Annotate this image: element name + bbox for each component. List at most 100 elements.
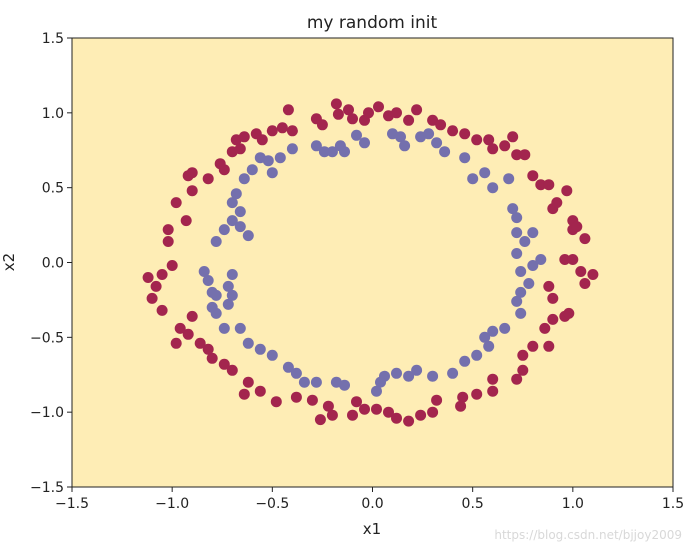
scatter-point-series-0-90 (347, 409, 358, 421)
scatter-point-series-1-55 (515, 286, 527, 298)
scatter-point-series-0-62 (575, 266, 587, 277)
scatter-point-series-0-71 (543, 340, 555, 352)
scatter-point-series-0-47 (507, 131, 519, 143)
scatter-point-series-0-99 (238, 388, 250, 400)
scatter-point-series-0-96 (270, 396, 282, 408)
scatter-point-series-0-44 (483, 134, 495, 146)
scatter-point-series-1-68 (391, 367, 402, 379)
scatter-point-series-0-82 (427, 406, 439, 418)
scatter-point-series-0-81 (431, 394, 443, 406)
scatter-point-series-1-31 (351, 129, 362, 141)
x-tick-label: 1.5 (662, 496, 684, 512)
scatter-point-series-1-30 (339, 146, 350, 158)
scatter-point-series-0-38 (411, 104, 423, 116)
scatter-point-series-1-22 (262, 155, 274, 167)
scatter-point-series-1-81 (234, 322, 246, 334)
scatter-point-series-1-44 (503, 173, 515, 185)
y-tick-label: 0.0 (42, 256, 64, 272)
scatter-point-series-1-6 (218, 322, 230, 334)
scatter-point-series-1-41 (467, 173, 479, 185)
scatter-point-series-0-46 (499, 140, 511, 152)
y-tick-label: 1.0 (42, 106, 64, 122)
scatter-point-series-0-39 (427, 114, 439, 126)
scatter-point-series-0-72 (527, 340, 539, 352)
scatter-point-series-1-42 (479, 167, 491, 179)
scatter-point-series-0-66 (547, 292, 559, 304)
scatter-point-series-1-5 (210, 307, 222, 319)
x-tick-label: 0.0 (361, 496, 383, 512)
scatter-point-series-0-12 (186, 167, 198, 179)
scatter-point-series-0-9 (180, 215, 192, 227)
scatter-point-series-1-56 (511, 295, 523, 307)
scatter-point-series-1-75 (298, 376, 310, 388)
scatter-point-series-0-83 (415, 409, 427, 421)
scatter-point-series-1-51 (515, 266, 527, 277)
scatter-point-series-0-108 (186, 310, 198, 322)
scatter-point-series-1-11 (210, 236, 222, 247)
scatter-point-series-0-89 (351, 396, 362, 408)
scatter-point-series-1-3 (210, 289, 222, 301)
scatter-point-series-0-5 (166, 260, 178, 271)
x-tick-label: 1.0 (562, 496, 584, 512)
scatter-point-series-0-40 (435, 119, 447, 131)
scatter-point-series-1-70 (375, 376, 386, 388)
scatter-point-series-0-84 (403, 415, 415, 427)
scatter-point-series-0-48 (511, 149, 523, 161)
scatter-point-series-0-7 (162, 236, 174, 247)
scatter-point-series-1-1 (202, 275, 214, 286)
scatter-point-series-0-37 (403, 114, 415, 126)
y-tick-label: −0.5 (30, 330, 64, 346)
x-axis-label: x1 (363, 520, 381, 538)
scatter-point-series-1-80 (242, 337, 254, 349)
scatter-point-series-1-52 (527, 260, 539, 271)
scatter-point-series-0-34 (373, 101, 384, 113)
scatter-point-series-0-87 (371, 403, 382, 415)
scatter-point-series-0-25 (286, 125, 298, 137)
scatter-point-series-1-48 (519, 236, 531, 247)
scatter-point-series-1-37 (423, 128, 435, 140)
scatter-point-series-1-60 (479, 331, 491, 343)
scatter-point-series-1-13 (226, 215, 238, 227)
scatter-point-series-0-105 (182, 328, 194, 340)
scatter-point-series-1-64 (447, 367, 459, 379)
scatter-point-series-0-8 (170, 197, 182, 209)
scatter-point-series-0-10 (186, 185, 198, 197)
scatter-point-series-1-17 (230, 188, 242, 200)
scatter-point-series-0-94 (306, 394, 318, 406)
scatter-point-series-1-65 (427, 370, 439, 382)
scatter-point-series-1-79 (254, 343, 266, 355)
scatter-point-series-1-63 (459, 355, 471, 367)
scatter-point-series-1-0 (198, 266, 210, 277)
scatter-point-series-1-67 (403, 370, 415, 382)
scatter-point-series-1-49 (527, 227, 539, 239)
scatter-point-series-0-50 (527, 170, 539, 182)
scatter-point-series-0-104 (194, 337, 206, 349)
scatter-point-series-0-95 (290, 391, 302, 403)
scatter-point-series-1-57 (515, 307, 527, 319)
scatter-point-series-1-62 (471, 349, 483, 361)
scatter-point-series-1-73 (330, 376, 342, 388)
scatter-point-series-0-77 (487, 385, 499, 397)
y-axis-ticks: −1.5 −1.0 −0.5 0.0 0.5 1.0 1.5 (30, 31, 72, 496)
scatter-point-series-0-88 (359, 403, 370, 415)
scatter-point-series-0-42 (459, 128, 471, 140)
scatter-point-series-1-8 (222, 298, 234, 310)
scatter-point-series-1-35 (399, 140, 411, 152)
watermark: https://blog.csdn.net/bjjoy2009 (494, 528, 682, 542)
scatter-point-series-0-85 (391, 412, 402, 424)
scatter-point-series-0-22 (266, 125, 278, 137)
scatter-point-series-1-76 (290, 367, 302, 379)
scatter-point-series-0-60 (559, 254, 571, 265)
scatter-point-series-1-7 (222, 280, 234, 292)
scatter-point-series-0-0 (142, 272, 154, 283)
scatter-point-series-0-17 (234, 143, 246, 155)
scatter-point-series-1-47 (511, 227, 523, 239)
scatter-point-series-0-97 (254, 385, 266, 397)
scatter-point-series-0-63 (587, 269, 599, 280)
scatter-point-series-0-3 (156, 304, 168, 316)
scatter-point-series-1-10 (226, 269, 238, 280)
x-tick-label: 0.5 (462, 496, 484, 512)
scatter-point-series-0-43 (471, 134, 483, 146)
scatter-point-series-0-98 (242, 376, 254, 388)
